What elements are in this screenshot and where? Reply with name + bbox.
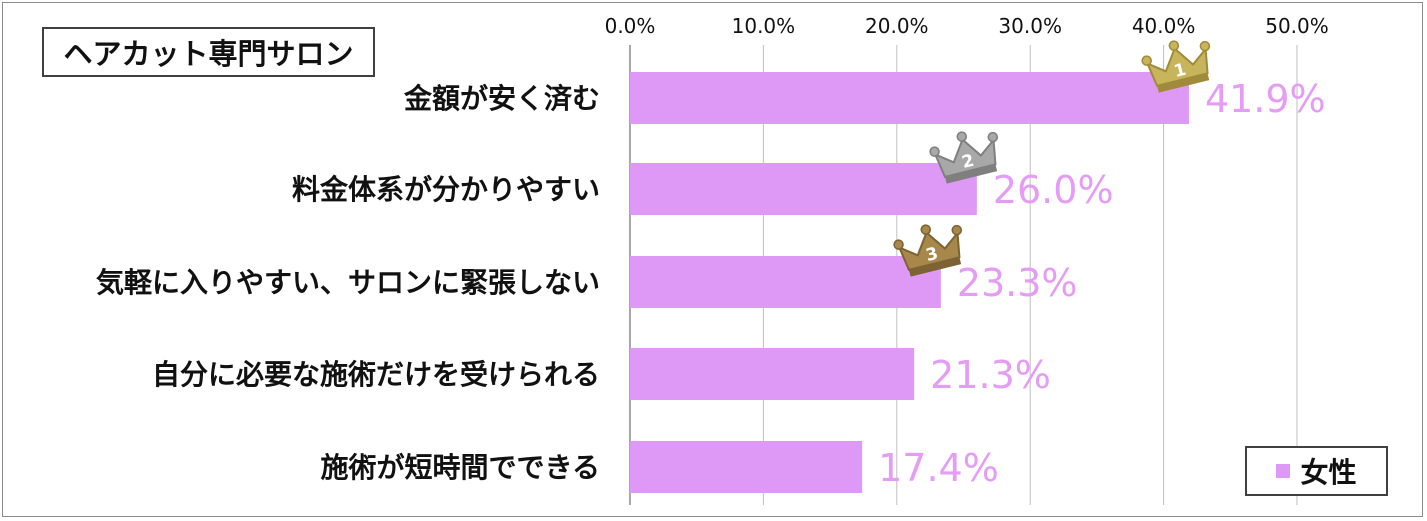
bar [630, 348, 915, 400]
chart-title: ヘアカット専門サロン [63, 37, 354, 71]
category-labels: 金額が安く済む料金体系が分かりやすい気軽に入りやすい、サロンに緊張しない自分に必… [96, 82, 600, 484]
crown-icon: 1 [1141, 40, 1211, 93]
legend: 女性 [1245, 446, 1388, 496]
crown-icon: 2 [929, 131, 999, 184]
bars [630, 72, 1189, 493]
bar [630, 72, 1189, 124]
value-label: 26.0% [993, 168, 1114, 212]
crown-icon: 3 [893, 224, 963, 277]
bar [630, 441, 863, 493]
value-label: 41.9% [1205, 77, 1326, 121]
x-axis-ticks: 0.0% 10.0% 20.0% 30.0% 40.0% 50.0% [605, 14, 1329, 38]
x-tick-label: 50.0% [1265, 14, 1329, 38]
category-label: 気軽に入りやすい、サロンに緊張しない [96, 266, 600, 299]
rank-number: 3 [924, 244, 940, 266]
value-label: 23.3% [957, 261, 1078, 305]
value-labels: 41.9% 26.0% 23.3% 21.3% 17.4% [878, 77, 1326, 490]
x-tick-label: 0.0% [605, 14, 656, 38]
rank-number: 1 [1172, 60, 1188, 82]
category-label: 施術が短時間でできる [321, 451, 600, 484]
bar [630, 256, 941, 308]
x-tick-label: 10.0% [732, 14, 796, 38]
value-label: 17.4% [878, 446, 999, 490]
value-label: 21.3% [930, 353, 1051, 397]
bar [630, 163, 977, 215]
category-label: 自分に必要な施術だけを受けられる [152, 358, 600, 391]
chart-title-box: ヘアカット専門サロン [42, 27, 375, 77]
x-tick-label: 20.0% [865, 14, 929, 38]
rank-badges: 1 2 3 [893, 40, 1211, 277]
category-label: 料金体系が分かりやすい [292, 173, 600, 206]
legend-label: 女性 [1300, 456, 1357, 489]
x-tick-label: 40.0% [1132, 14, 1196, 38]
rank-number: 2 [960, 151, 976, 173]
x-tick-label: 30.0% [998, 14, 1062, 38]
category-label: 金額が安く済む [403, 82, 600, 115]
legend-swatch [1276, 464, 1291, 478]
